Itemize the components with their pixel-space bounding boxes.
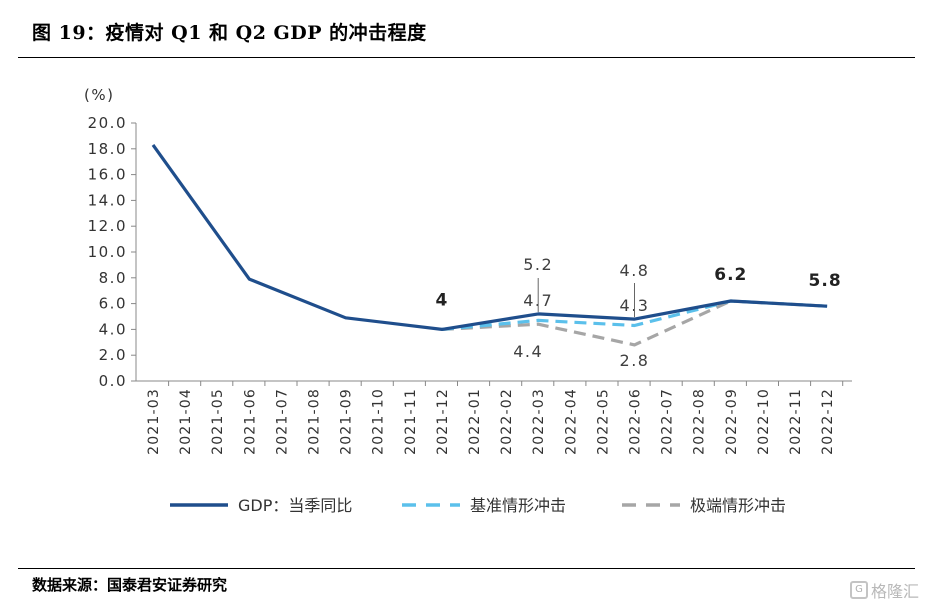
y-tick-label: 20.0 [88,114,127,132]
y-unit-label: (%) [84,86,114,104]
watermark-text: 格隆汇 [870,582,919,601]
y-tick-label: 8.0 [99,269,127,287]
gdp-actual-line [151,143,828,331]
legend-extreme-label: 极端情形冲击 [690,496,786,515]
y-tick-label: 18.0 [88,140,127,158]
data-label: 5.2 [523,255,553,274]
x-tick-label: 2021-03 [146,388,162,455]
x-tick-label: 2022-07 [660,388,676,455]
x-tick-label: 2021-08 [307,388,323,455]
legend-gdp-label: GDP：当季同比 [238,496,352,515]
y-tick-label: 0.0 [99,372,127,390]
x-tick-label: 2021-07 [274,388,290,455]
x-tick-label: 2022-01 [467,388,483,455]
x-tick-label: 2022-05 [595,388,611,455]
legend-baseline-label: 基准情形冲击 [470,496,566,515]
y-tick-label: 14.0 [88,191,127,209]
x-tick-label: 2022-04 [563,388,579,455]
data-label: 2.8 [620,351,650,370]
data-label: 4 [435,290,448,310]
data-label: 4.4 [513,342,543,361]
x-tick-label: 2021-12 [435,388,451,455]
y-tick-label: 2.0 [99,346,127,364]
x-tick-label: 2022-06 [628,388,644,455]
x-tick-label: 2022-09 [724,388,740,455]
title-rule [18,57,915,58]
y-tick-label: 10.0 [88,243,127,261]
x-tick-label: 2021-05 [210,388,226,455]
x-tick-label: 2022-08 [692,388,708,455]
x-tick-label: 2022-03 [531,388,547,455]
x-tick-label: 2021-10 [371,388,387,455]
source-rule [18,568,915,569]
figure-title: 图 19：疫情对 Q1 和 Q2 GDP 的冲击程度 [32,22,427,44]
y-tick-label: 12.0 [88,217,127,235]
y-tick-label: 16.0 [88,166,127,184]
x-tick-label: 2021-04 [178,388,194,455]
x-tick-label: 2021-09 [339,388,355,455]
data-label: 4.8 [620,261,650,280]
x-tick-label: 2022-11 [788,388,804,455]
data-label: 5.8 [809,271,842,291]
x-tick-label: 2021-11 [403,388,419,455]
y-tick-label: 4.0 [99,320,127,338]
data-label: 6.2 [714,265,747,285]
data-label: 4.7 [523,291,553,310]
watermark-logo-icon: G [849,581,868,599]
x-tick-label: 2022-10 [756,388,772,455]
x-tick-label: 2022-02 [499,388,515,455]
x-tick-label: 2021-06 [242,388,258,455]
source-note: 数据来源：国泰君安证券研究 [32,576,228,594]
watermark: G 格隆汇 [849,578,919,602]
data-label: 4.3 [620,296,650,315]
x-tick-label: 2022-12 [820,388,836,455]
y-tick-label: 6.0 [99,295,127,313]
